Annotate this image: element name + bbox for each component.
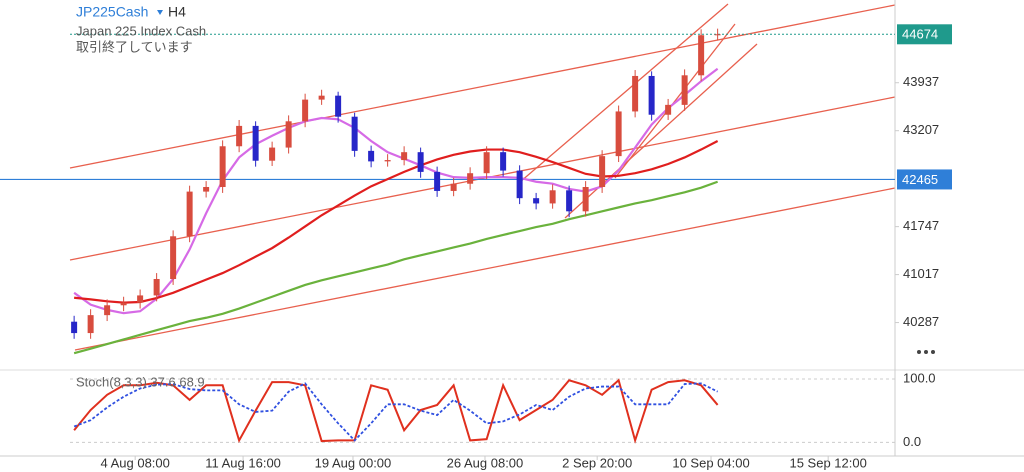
- y-tick-label: 40287: [903, 314, 939, 329]
- candle-body: [203, 187, 210, 192]
- timeframe: H4: [168, 4, 186, 20]
- candle-body: [401, 152, 408, 161]
- candle-body: [153, 278, 160, 296]
- candle-body: [615, 111, 622, 157]
- candle-body: [450, 183, 457, 191]
- candle-body: [632, 75, 639, 112]
- candle-body: [467, 173, 474, 184]
- moving-average: [74, 140, 719, 304]
- channel-line: [614, 23, 736, 179]
- candle-body: [219, 146, 226, 188]
- candle-body: [186, 191, 193, 237]
- candle-body: [549, 190, 556, 204]
- price-label: 42465: [902, 172, 938, 187]
- candle-body: [252, 125, 259, 161]
- candle-body: [566, 190, 573, 212]
- candle-body: [137, 295, 144, 303]
- instrument-name: Japan 225 Index Cash: [76, 23, 206, 38]
- symbol[interactable]: JP225Cash: [76, 4, 148, 20]
- candle-body: [236, 125, 243, 147]
- channel-line: [519, 3, 729, 183]
- candle-body: [582, 187, 589, 212]
- candle-body: [417, 152, 424, 172]
- stoch-legend: Stoch(8,3,3) 37.6 68.9: [76, 374, 205, 389]
- candle-body: [170, 236, 177, 279]
- market-status: 取引終了しています: [76, 39, 193, 54]
- y-tick-label: 43937: [903, 74, 939, 89]
- last-price-label: 44674: [902, 27, 938, 42]
- x-tick-label: 10 Sep 04:00: [672, 455, 749, 470]
- menu-dot: [917, 350, 921, 354]
- candle-body: [71, 321, 78, 334]
- candle-body: [104, 305, 111, 316]
- y-tick-label: 41017: [903, 266, 939, 281]
- last-price-box: [897, 24, 952, 45]
- candle-body: [434, 171, 441, 191]
- channel-line: [69, 4, 896, 169]
- channel-line: [69, 96, 896, 261]
- candle-body: [302, 99, 309, 122]
- candle-body: [698, 35, 705, 76]
- candle-body: [335, 95, 342, 117]
- stoch-line: [73, 378, 719, 444]
- candle-body: [351, 116, 358, 151]
- candle-body: [120, 302, 127, 306]
- moving-average: [73, 67, 719, 315]
- candle-body: [500, 152, 507, 171]
- candle-body: [87, 315, 94, 334]
- trend-channels: [69, 3, 896, 351]
- channel-line: [564, 43, 758, 219]
- candle-body: [285, 121, 292, 148]
- candle-body: [599, 156, 606, 188]
- x-tick-label: 19 Aug 00:00: [315, 455, 392, 470]
- candle-body: [665, 104, 672, 115]
- y-tick-label: 0.0: [903, 434, 921, 449]
- candle-body: [681, 75, 688, 105]
- price-label-box: [897, 169, 952, 190]
- x-tick-label: 26 Aug 08:00: [447, 455, 524, 470]
- y-tick-label: 100.0: [903, 370, 936, 385]
- candle-body: [648, 75, 655, 115]
- moving-average: [73, 180, 718, 355]
- menu-dot: [924, 350, 928, 354]
- candle-body: [384, 160, 391, 162]
- symbol-dropdown[interactable]: [157, 10, 163, 15]
- x-tick-label: 2 Sep 20:00: [562, 455, 632, 470]
- x-tick-label: 4 Aug 08:00: [100, 455, 169, 470]
- menu-dot: [931, 350, 935, 354]
- more-menu[interactable]: [917, 350, 935, 354]
- x-tick-label: 11 Aug 16:00: [205, 455, 281, 470]
- x-tick-label: 15 Sep 12:00: [789, 455, 866, 470]
- channel-line: [74, 187, 896, 351]
- y-tick-label: 43207: [903, 122, 939, 137]
- candle-body: [714, 34, 721, 36]
- y-tick-label: 41747: [903, 218, 939, 233]
- candle-body: [483, 152, 490, 174]
- candle-body: [516, 170, 523, 199]
- candle-body: [368, 150, 375, 162]
- candle-body: [318, 95, 325, 100]
- candle-body: [533, 198, 540, 204]
- candle-body: [269, 147, 276, 161]
